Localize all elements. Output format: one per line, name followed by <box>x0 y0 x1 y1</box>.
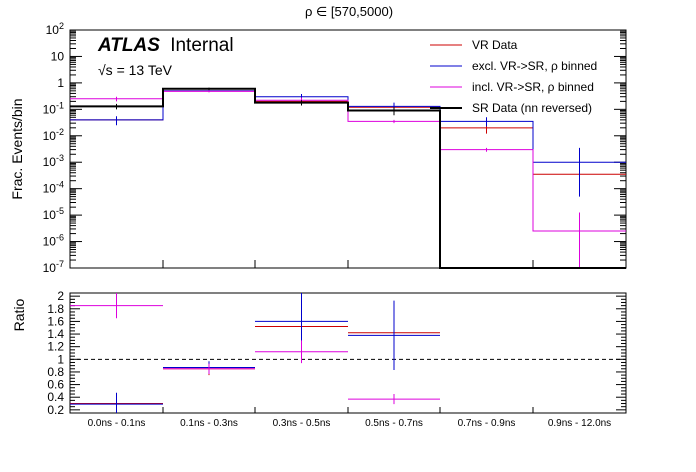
top-y-tick-label: 1 <box>57 76 64 90</box>
top-y-tick-label: 10-3 <box>43 153 64 169</box>
x-tick-label: 0.1ns - 0.3ns <box>180 418 238 429</box>
bottom-y-tick-label: 1.4 <box>47 327 64 341</box>
bottom-y-tick-label: 1.2 <box>47 340 64 354</box>
legend: VR Data excl. VR->SR, ρ binned incl. VR->S… <box>430 38 597 115</box>
legend-label: VR Data <box>472 38 518 52</box>
bottom-y-tick-label: 0.2 <box>47 403 64 417</box>
bottom-y-tick-label: 0.6 <box>47 378 64 392</box>
legend-label: SR Data (nn reversed) <box>472 101 592 115</box>
chart-title: ρ ∈ [570,5000) <box>305 4 393 19</box>
energy-label: √s = 13 TeV <box>98 62 173 78</box>
bottom-y-axis-label: Ratio <box>11 298 27 331</box>
atlas-label: ATLAS <box>97 35 160 56</box>
x-tick-label: 0.3ns - 0.5ns <box>273 418 331 429</box>
legend-label: incl. VR->SR, ρ binned <box>472 80 594 94</box>
bottom-y-tick-label: 2 <box>57 289 64 303</box>
bottom-y-tick-label: 1.6 <box>47 314 64 328</box>
top-y-tick-label: 10-2 <box>43 127 64 143</box>
x-tick-label: 0.9ns - 12.0ns <box>548 418 611 429</box>
top-series-3-line <box>70 87 626 269</box>
bottom-y-tick-label: 0.8 <box>47 365 64 379</box>
top-y-tick-label: 10-1 <box>43 100 64 116</box>
bottom-y-tick-label: 0.4 <box>47 390 64 404</box>
bottom-y-tick-label: 1.8 <box>47 302 64 316</box>
top-y-tick-label: 10 <box>51 49 65 63</box>
bottom-y-tick-label: 1 <box>57 352 64 366</box>
top-y-axis-label: Frac. Events/bin <box>9 98 25 199</box>
top-y-tick-label: 10-7 <box>43 259 64 275</box>
top-y-tick-label: 10-6 <box>43 233 64 249</box>
svg-text:ATLAS Internal: ATLAS Internal <box>97 35 234 56</box>
x-tick-label: 0.7ns - 0.9ns <box>458 418 516 429</box>
atlas-status: Internal <box>170 35 233 56</box>
top-y-tick-label: 10-5 <box>43 206 64 222</box>
x-tick-label: 0.0ns - 0.1ns <box>88 418 146 429</box>
top-y-tick-label: 10-4 <box>43 180 64 196</box>
x-tick-label: 0.5ns - 0.7ns <box>365 418 423 429</box>
bottom-panel-frame <box>69 292 627 414</box>
legend-label: excl. VR->SR, ρ binned <box>472 59 597 73</box>
top-y-tick-label: 102 <box>46 21 64 37</box>
